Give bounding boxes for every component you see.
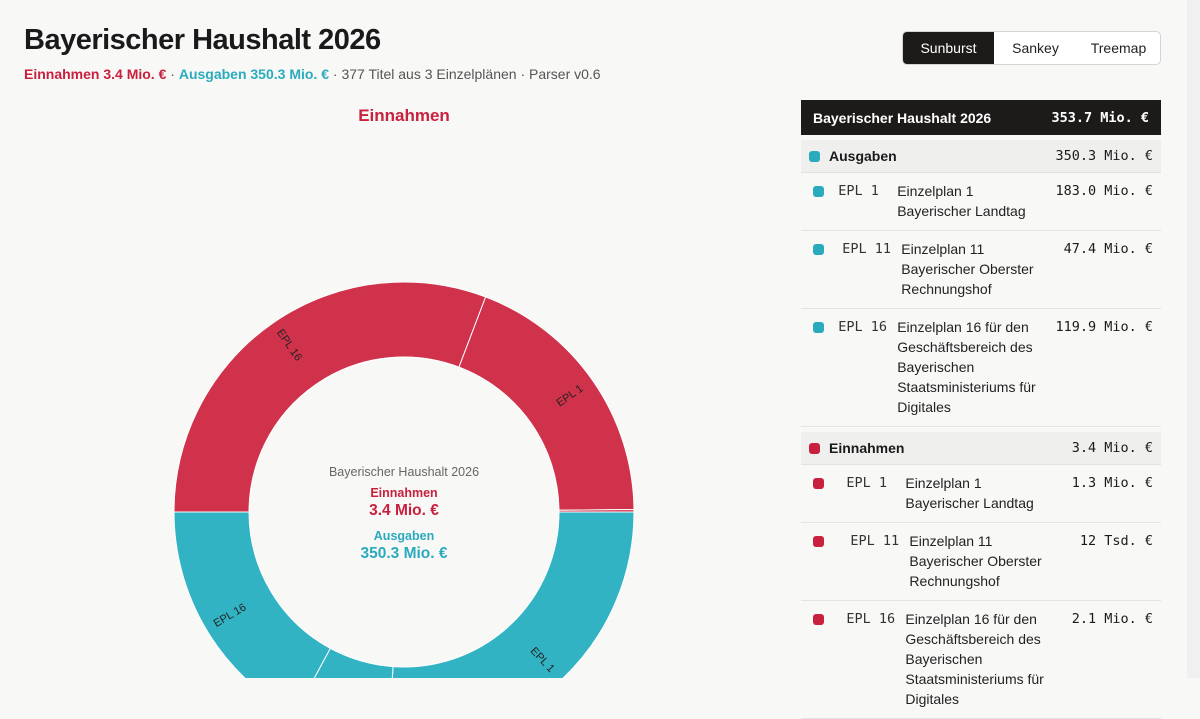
expense-summary: Ausgaben 350.3 Mio. €	[178, 66, 329, 82]
income-summary: Einnahmen 3.4 Mio. €	[24, 66, 167, 82]
plan-name: Einzelplan 11 Bayerischer Oberster Rechn…	[901, 241, 1034, 297]
ring-segment	[173, 511, 331, 678]
plan-code: EPL 11	[850, 533, 900, 549]
center-income-label: Einnahmen	[370, 486, 437, 500]
budget-table: Bayerischer Haushalt 2026 353.7 Mio. € Au…	[801, 100, 1161, 719]
plan-amount: 183.0 Mio. €	[1055, 183, 1153, 199]
table-row: EPL 11 Einzelplan 11 Bayerischer Oberster…	[801, 231, 1161, 309]
page: Bayerischer Haushalt 2026 Einnahmen 3.4 …	[24, 0, 1200, 719]
group-row: Einnahmen 3.4 Mio. €	[801, 432, 1161, 465]
plan-code: EPL 11	[842, 241, 892, 257]
chart-heading: Einnahmen	[358, 106, 450, 125]
legend-dot	[813, 186, 824, 197]
plan-code: EPL 16	[838, 319, 887, 335]
ring-segment	[313, 647, 394, 678]
scrollbar	[1187, 0, 1200, 678]
subtitle: Einnahmen 3.4 Mio. € · Ausgaben 350.3 Mi…	[24, 66, 601, 82]
center-expense-label: Ausgaben	[374, 529, 434, 543]
plan-amount: 47.4 Mio. €	[1063, 241, 1153, 257]
table-row: EPL 16 Einzelplan 16 für den Geschäftsber…	[801, 309, 1161, 427]
ring-segment	[173, 281, 487, 513]
view-tabs: Sunburst Sankey Treemap	[902, 31, 1161, 65]
table-row: EPL 1 Einzelplan 1 Bayerischer Landtag 1.3…	[801, 465, 1161, 523]
plan-name: Einzelplan 16 für den Geschäftsbereich d…	[897, 319, 1036, 415]
separator: ·	[170, 66, 175, 82]
plan-code: EPL 16	[846, 611, 896, 627]
plan-code: EPL 1	[846, 475, 887, 491]
info: · 377 Titel aus 3 Einzelplänen · Parser …	[332, 66, 601, 82]
tab[interactable]: Sankey	[1012, 40, 1059, 56]
tab[interactable]: Sunburst	[903, 32, 994, 64]
tab[interactable]: Treemap	[1090, 40, 1147, 56]
group-name: Einnahmen	[829, 440, 905, 456]
group-amount: 350.3 Mio. €	[1055, 148, 1153, 164]
plan-name: Einzelplan 11 Bayerischer Oberster Rechn…	[909, 533, 1042, 589]
plan-amount: 119.9 Mio. €	[1055, 319, 1153, 335]
group-amount: 3.4 Mio. €	[1071, 440, 1153, 456]
page-title: Bayerischer Haushalt 2026	[24, 24, 381, 56]
plan-amount: 12 Tsd. €	[1079, 533, 1153, 549]
table-total: 353.7 Mio. €	[1051, 109, 1149, 126]
legend-dot	[809, 442, 820, 454]
ring-segment	[458, 296, 635, 511]
plan-amount: 2.1 Mio. €	[1071, 611, 1153, 627]
center-title: Bayerischer Haushalt 2026	[329, 465, 479, 479]
legend-dot	[813, 322, 824, 333]
legend-dot	[809, 150, 820, 162]
center-expense-value: 350.3 Mio. €	[360, 545, 447, 562]
legend-dot	[813, 614, 824, 625]
legend-dot	[813, 536, 824, 547]
table-row: EPL 11 Einzelplan 11 Bayerischer Oberster…	[801, 523, 1161, 601]
group-row: Ausgaben 350.3 Mio. €	[801, 140, 1161, 173]
table-row: EPL 16 Einzelplan 16 für den Geschäftsber…	[801, 601, 1161, 719]
plan-amount: 1.3 Mio. €	[1071, 475, 1153, 491]
ring-segment	[558, 508, 635, 513]
ring-segment	[391, 511, 635, 678]
center-income-value: 3.4 Mio. €	[369, 502, 439, 519]
group-name: Ausgaben	[829, 148, 897, 164]
legend-dot	[813, 244, 824, 255]
legend-dot	[813, 478, 824, 489]
plan-code: EPL 1	[838, 183, 879, 199]
table-row: EPL 1 Einzelplan 1 Bayerischer Landtag 183…	[801, 173, 1161, 231]
plan-name: Einzelplan 1 Bayerischer Landtag	[905, 475, 1034, 511]
plan-name: Einzelplan 1 Bayerischer Landtag	[897, 183, 1026, 219]
plan-name: Einzelplan 16 für den Geschäftsbereich d…	[905, 611, 1044, 707]
table-header: Bayerischer Haushalt 2026 353.7 Mio. €	[801, 100, 1161, 135]
table-title: Bayerischer Haushalt 2026	[813, 109, 992, 126]
